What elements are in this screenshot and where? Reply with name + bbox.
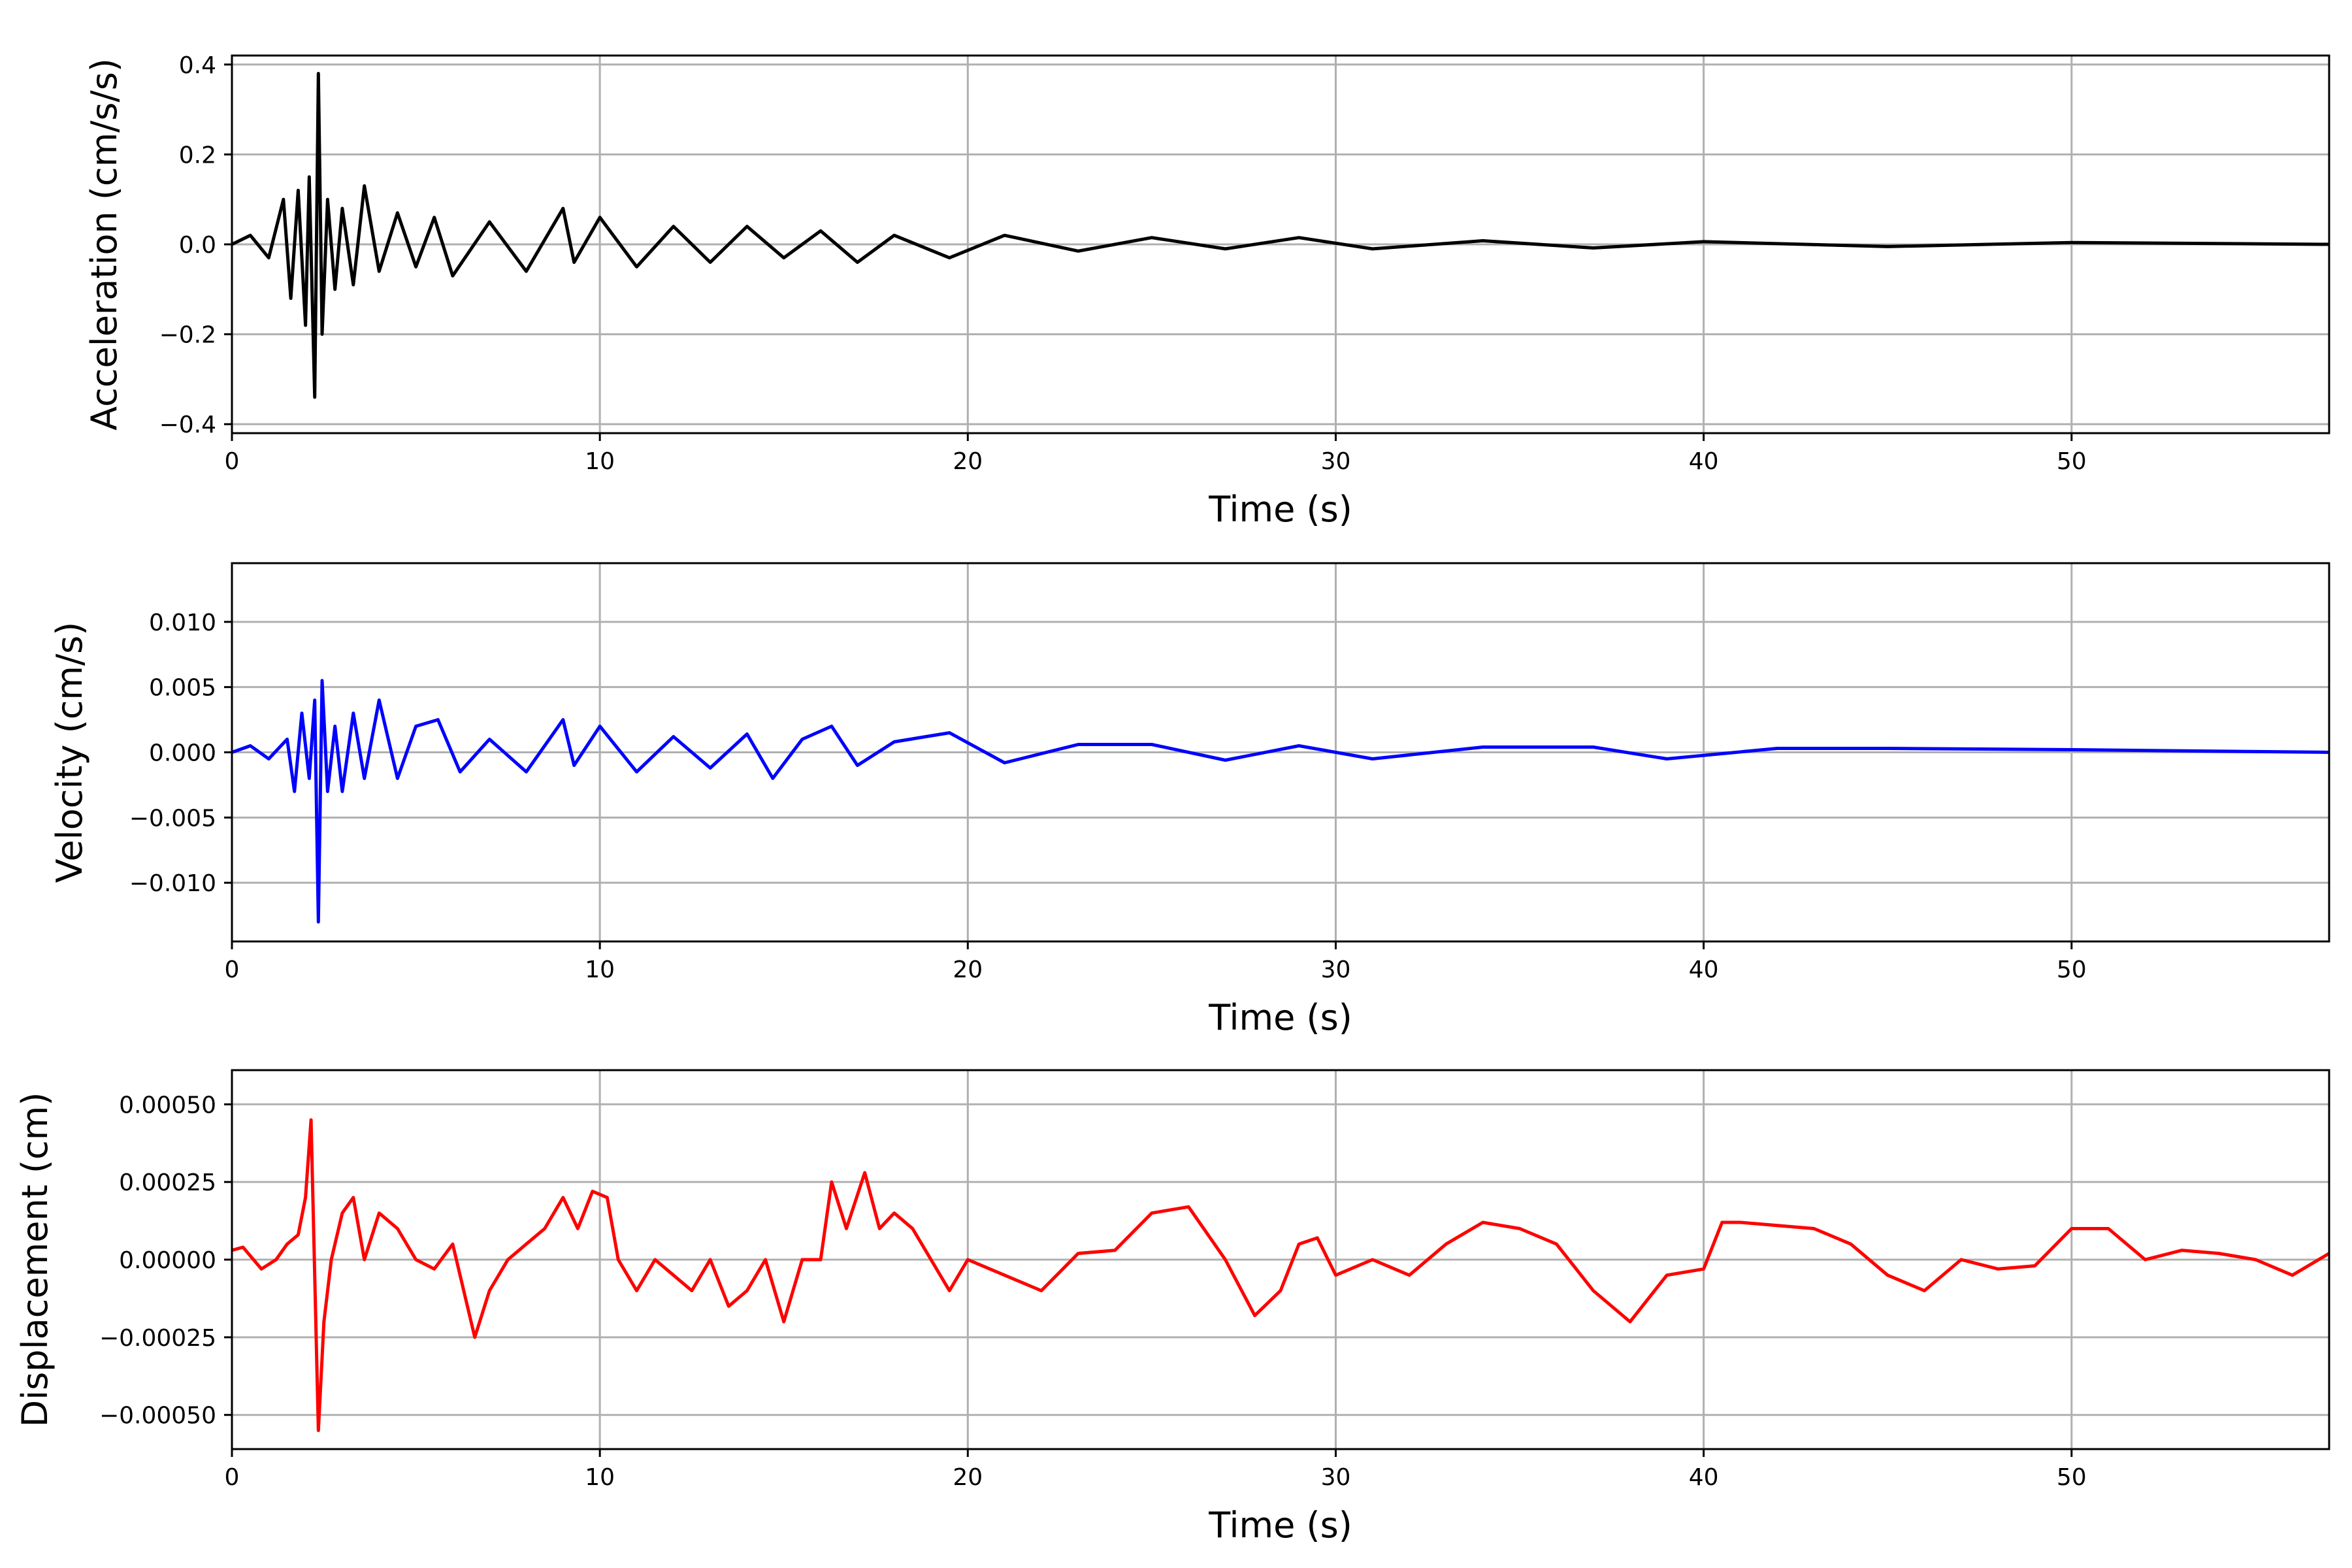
displacement-xtick-label-1: 10	[585, 1464, 615, 1491]
acceleration-xtick-label-5: 50	[2057, 448, 2087, 475]
acceleration-xtick-label-2: 20	[953, 448, 983, 475]
acceleration-trace	[232, 72, 2329, 399]
acceleration-ytick-label-3: 0.2	[179, 142, 216, 169]
displacement-panel: 0 10 20 30 40 50 −0.00050 −0.00025 0.00000 0.0002…	[14, 1069, 2330, 1546]
acceleration-ytick-label-2: 0.0	[179, 232, 216, 259]
displacement-xtick-label-3: 30	[1321, 1464, 1351, 1491]
acceleration-y-axis-label: Acceleration (cm/s/s)	[84, 58, 125, 431]
displacement-xtick-label-5: 50	[2057, 1464, 2087, 1491]
velocity-y-axis-label: Velocity (cm/s)	[49, 622, 90, 883]
velocity-xtick-label-4: 40	[1689, 956, 1719, 983]
acceleration-xtick-label-0: 0	[225, 448, 240, 475]
velocity-x-axis-label: Time (s)	[1208, 997, 1352, 1038]
displacement-ytick-label-0: −0.00050	[99, 1403, 216, 1429]
velocity-ytick-label-0: −0.010	[129, 870, 216, 897]
velocity-ytick-label-2: 0.000	[149, 740, 216, 767]
acceleration-ytick-label-0: −0.4	[159, 412, 216, 438]
displacement-x-axis-label: Time (s)	[1208, 1505, 1352, 1546]
acceleration-xtick-label-3: 30	[1321, 448, 1351, 475]
displacement-xtick-label-0: 0	[225, 1464, 240, 1491]
acceleration-ytick-label-1: −0.2	[159, 322, 216, 349]
displacement-xtick-label-4: 40	[1689, 1464, 1719, 1491]
velocity-xtick-label-0: 0	[225, 956, 240, 983]
acceleration-ytick-label-4: 0.4	[179, 52, 216, 79]
velocity-ytick-label-4: 0.010	[149, 610, 216, 636]
acceleration-xtick-label-4: 40	[1689, 448, 1719, 475]
displacement-ytick-label-2: 0.00000	[119, 1247, 216, 1274]
velocity-xtick-label-2: 20	[953, 956, 983, 983]
displacement-ytick-label-3: 0.00025	[119, 1169, 216, 1196]
velocity-ytick-label-1: −0.005	[129, 805, 216, 832]
displacement-ytick-label-1: −0.00025	[99, 1325, 216, 1352]
displacement-trace	[232, 1118, 2329, 1432]
velocity-ytick-label-3: 0.005	[149, 675, 216, 702]
acceleration-x-axis-label: Time (s)	[1208, 489, 1352, 530]
displacement-ytick-label-4: 0.00050	[119, 1092, 216, 1119]
velocity-xtick-label-1: 10	[585, 956, 615, 983]
acceleration-xtick-label-1: 10	[585, 448, 615, 475]
displacement-xtick-label-2: 20	[953, 1464, 983, 1491]
acceleration-panel: 0 10 20 30 40 50 −0.4 −0.2 0.0 0.2 0.4 Time (s) Acce…	[84, 52, 2330, 530]
velocity-trace	[232, 679, 2329, 924]
velocity-xtick-label-3: 30	[1321, 956, 1351, 983]
displacement-y-axis-label: Displacement (cm)	[14, 1092, 56, 1428]
velocity-panel: 0 10 20 30 40 50 −0.010 −0.005 0.000 0.005 0.010 Ti…	[49, 562, 2330, 1038]
velocity-xtick-label-5: 50	[2057, 956, 2087, 983]
